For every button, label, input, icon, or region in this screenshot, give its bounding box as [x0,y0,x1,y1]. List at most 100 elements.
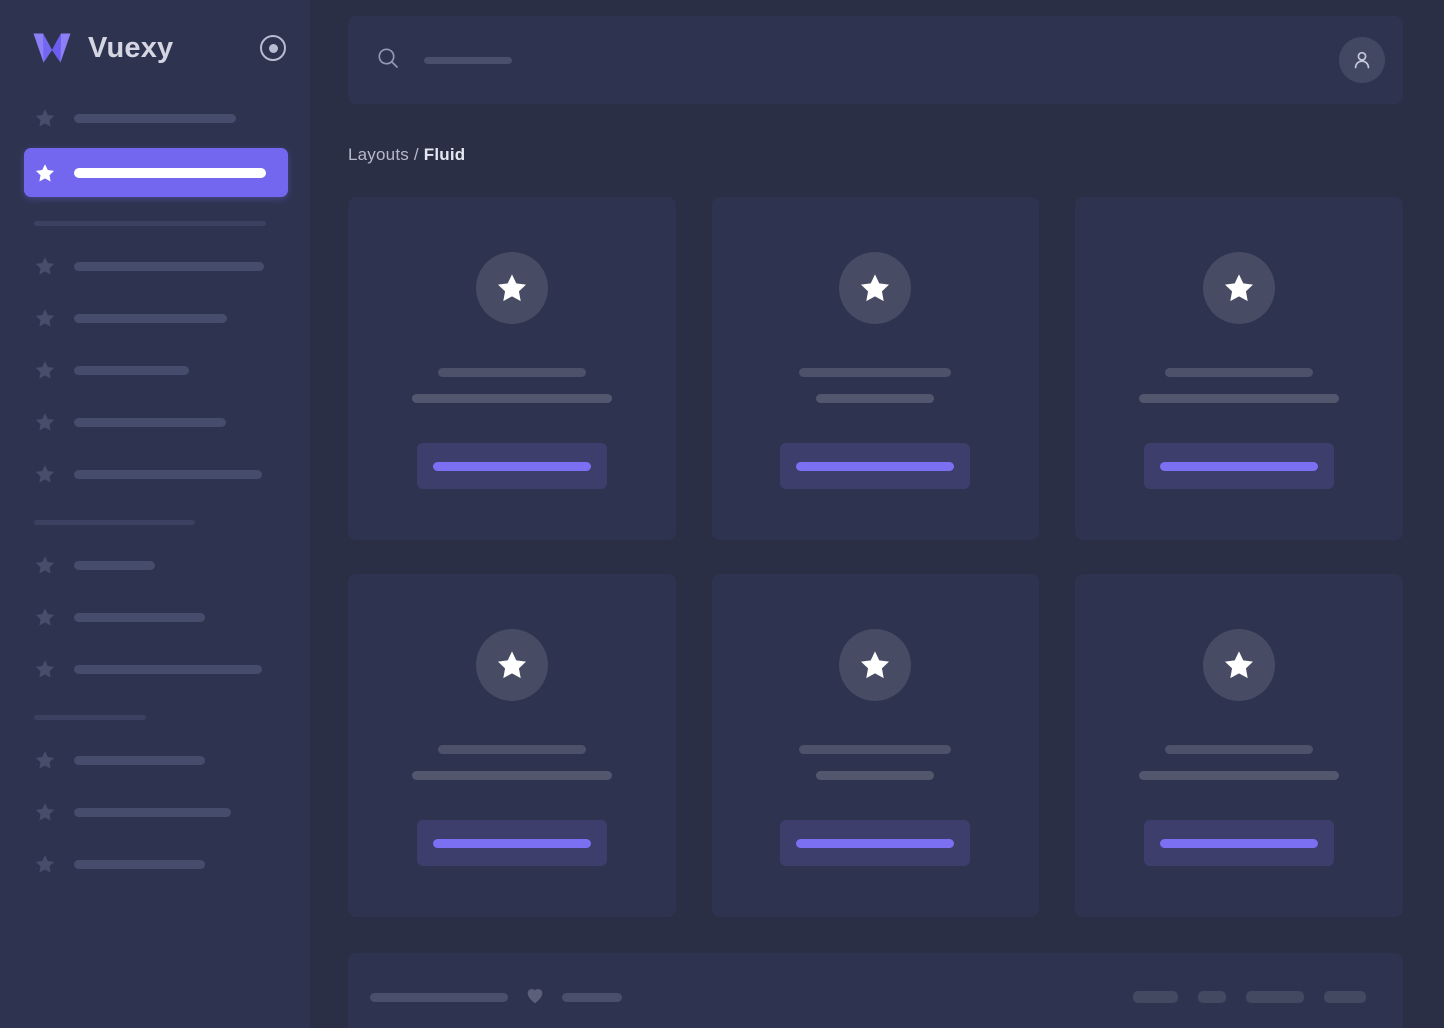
star-icon [839,252,912,324]
card-text-placeholder [348,745,676,780]
card-button-label [1160,461,1319,471]
card-action-button[interactable] [780,820,971,866]
sidebar-item-label [74,261,264,271]
card-text-placeholder [1075,368,1403,403]
circle-dot-icon[interactable] [260,35,286,61]
card-action-button[interactable] [1144,820,1335,866]
star-icon [34,359,56,381]
star-icon [839,629,912,701]
card-title-placeholder [437,745,586,754]
footer-left [370,984,1133,1011]
content-card [1075,574,1403,917]
footer-text-placeholder [370,992,508,1002]
star-icon [34,307,56,329]
card-subtitle-placeholder [411,771,612,780]
sidebar-item-label [74,664,262,674]
star-icon [34,411,56,433]
star-icon [34,853,56,875]
sidebar-item[interactable] [0,543,310,587]
sidebar-item[interactable] [0,452,310,496]
star-icon [1203,252,1276,324]
breadcrumb: Layouts / Fluid [348,145,1403,165]
sidebar-section-divider [34,715,146,720]
avatar[interactable] [1339,37,1385,83]
content-card [348,197,676,540]
card-grid [348,197,1403,917]
footer-links [1133,991,1366,1003]
sidebar-section-divider [34,221,266,226]
sidebar-item-label [74,560,155,570]
main-content: Layouts / Fluid [310,0,1444,1028]
footer-link[interactable] [1133,991,1178,1003]
sidebar-item[interactable] [0,647,310,691]
sidebar-item-label [74,612,205,622]
sidebar-item[interactable] [0,244,310,288]
search-icon [376,46,400,75]
card-subtitle-placeholder [411,394,612,403]
vuexy-v-logo-icon [32,31,72,65]
sidebar-group-1 [0,221,310,496]
card-text-placeholder [712,745,1040,780]
star-icon [475,252,548,324]
sidebar-item[interactable] [0,842,310,886]
sidebar-section-divider [34,520,195,525]
card-subtitle-placeholder [1139,771,1340,780]
search-input[interactable] [424,56,512,64]
sidebar-item[interactable] [0,296,310,340]
search-bar[interactable] [376,46,1339,75]
sidebar-item-label [74,859,205,869]
breadcrumb-parent[interactable]: Layouts [348,145,409,164]
content-card [711,197,1040,540]
sidebar-item-label [74,365,189,375]
footer-link[interactable] [1198,991,1226,1003]
footer-link[interactable] [1246,991,1304,1003]
sidebar-group-3 [0,715,310,886]
sidebar-item-label [74,469,262,479]
sidebar-item[interactable] [0,96,310,140]
card-action-button[interactable] [416,443,607,489]
sidebar: Vuexy [0,0,310,1028]
star-icon [34,801,56,823]
footer-link[interactable] [1324,991,1366,1003]
sidebar-group-0 [0,96,310,197]
card-text-placeholder [348,368,676,403]
sidebar-item-label [74,167,266,178]
top-navbar [348,16,1403,104]
star-icon [34,606,56,628]
card-title-placeholder [437,368,586,377]
card-button-label [796,838,955,848]
sidebar-group-2 [0,520,310,691]
sidebar-nav [0,96,310,886]
sidebar-item[interactable] [0,400,310,444]
card-subtitle-placeholder [816,771,935,780]
sidebar-item[interactable] [0,738,310,782]
card-action-button[interactable] [780,443,971,489]
footer-bar [348,953,1403,1028]
star-icon [34,463,56,485]
card-action-button[interactable] [416,820,607,866]
sidebar-item[interactable] [0,790,310,834]
sidebar-brand: Vuexy [0,0,310,96]
sidebar-item-label [74,113,236,123]
sidebar-item[interactable] [0,348,310,392]
breadcrumb-current: Fluid [423,145,466,164]
sidebar-item-label [74,755,205,765]
card-title-placeholder [799,368,952,377]
star-icon [1203,629,1276,701]
sidebar-item[interactable] [0,595,310,639]
star-icon [475,629,548,701]
card-text-placeholder [1075,745,1403,780]
card-subtitle-placeholder [816,394,935,403]
card-title-placeholder [799,745,952,754]
card-button-label [1160,838,1319,848]
star-icon [34,554,56,576]
star-icon [34,658,56,680]
star-icon [34,749,56,771]
content-card [348,574,676,917]
card-subtitle-placeholder [1139,394,1340,403]
card-action-button[interactable] [1144,443,1335,489]
card-title-placeholder [1165,745,1314,754]
star-icon [34,255,56,277]
content-card [711,574,1040,917]
sidebar-item-active[interactable] [24,148,288,197]
